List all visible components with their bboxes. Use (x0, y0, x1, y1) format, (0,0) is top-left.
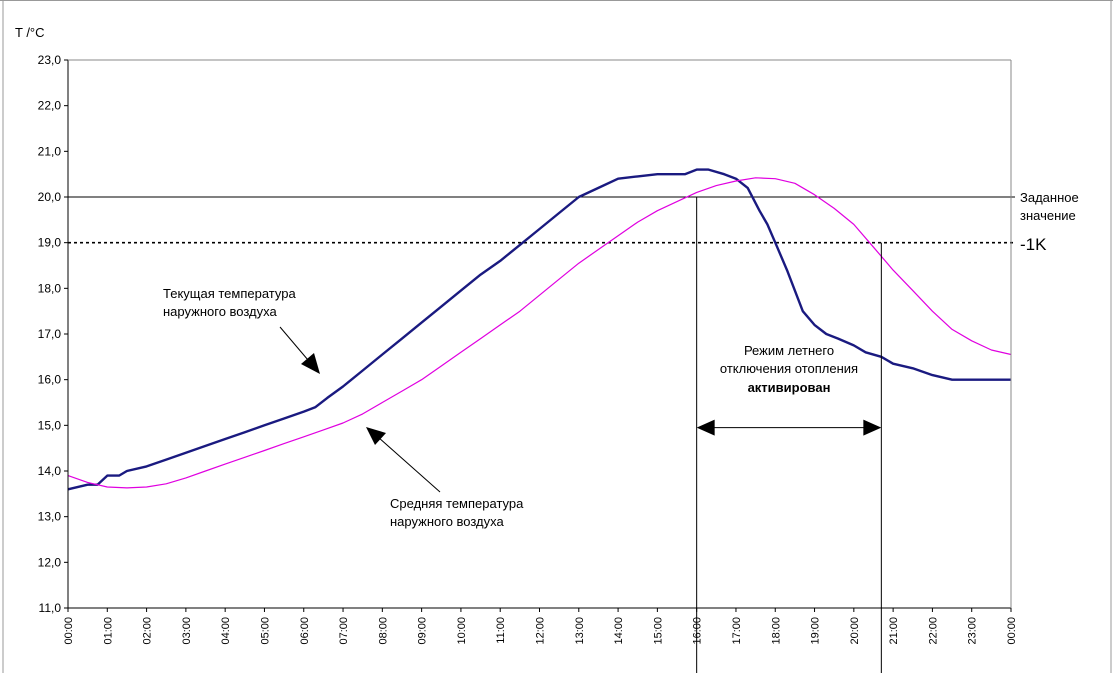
annotation-mode-line-2: отключения отопления (720, 361, 858, 376)
current-temp-pointer-shaft (279, 326, 309, 361)
y-tick-label: 21,0 (38, 144, 62, 158)
y-tick-label: 23,0 (38, 53, 62, 67)
y-tick-label: 16,0 (38, 373, 62, 387)
annotation-current-temp-line-2: наружного воздуха (163, 304, 278, 319)
y-tick-label: 11,0 (39, 601, 62, 615)
x-tick-label: 03:00 (181, 617, 193, 645)
x-tick-label: 07:00 (338, 617, 350, 645)
x-tick-label: 00:00 (63, 617, 75, 645)
series-average-temp-line (67, 177, 1012, 489)
x-tick-label: 11:00 (495, 617, 507, 644)
x-tick-label: 01:00 (102, 617, 114, 645)
x-tick-label: 06:00 (299, 617, 311, 645)
x-tick-label: 02:00 (142, 617, 154, 645)
ref-line-label-minus1k: -1K (1020, 235, 1047, 254)
y-tick-label: 13,0 (38, 510, 62, 524)
mode-range-arrowhead-right (863, 419, 882, 436)
annotation-avg-temp-line-1: Средняя температура (390, 496, 524, 511)
x-tick-label: 17:00 (731, 617, 743, 645)
x-tick-label: 15:00 (652, 617, 664, 645)
ref-line-label-setpoint-2: значение (1020, 208, 1076, 223)
y-tick-label: 19,0 (38, 236, 62, 250)
y-tick-label: 20,0 (38, 190, 62, 204)
annotations-layer (279, 197, 882, 673)
x-tick-label: 05:00 (259, 617, 271, 645)
x-tick-label: 21:00 (888, 617, 900, 645)
annotation-mode-line-1: Режим летнего (744, 343, 834, 358)
x-tick-label: 00:00 (1006, 617, 1018, 645)
annotation-current-temp-line-1: Текущая температура (163, 286, 296, 301)
avg-temp-pointer-head (366, 427, 386, 445)
series-current-temp-line (67, 168, 1011, 491)
reference-lines-layer (68, 196, 1015, 244)
current-temp-pointer-head (301, 353, 320, 374)
grid-layer (68, 607, 1011, 609)
x-tick-label: 22:00 (927, 617, 939, 645)
x-tick-label: 23:00 (967, 617, 979, 645)
y-tick-label: 22,0 (38, 99, 62, 113)
y-tick-label: 12,0 (38, 555, 62, 569)
x-tick-label: 08:00 (377, 617, 389, 645)
annotation-avg-temp-line-2: наружного воздуха (390, 514, 505, 529)
x-tick-label: 09:00 (417, 617, 429, 645)
y-tick-label: 18,0 (38, 281, 62, 295)
x-tick-label: 04:00 (220, 617, 232, 645)
ticks-layer: 11,0 12,0 13,0 14,0 15,0 16,0 17,0 18,0 19,0 20,0… (38, 53, 1018, 645)
series-layer (67, 168, 1012, 491)
x-tick-label: 13:00 (574, 617, 586, 645)
x-tick-label: 20:00 (849, 617, 861, 645)
x-tick-label: 10:00 (456, 617, 468, 645)
x-tick-label: 16:00 (692, 617, 704, 645)
annotation-mode-bold: активирован (748, 380, 831, 395)
x-tick-label: 14:00 (613, 617, 625, 645)
y-tick-label: 14,0 (38, 464, 62, 478)
avg-temp-pointer-shaft (377, 436, 441, 493)
x-tick-label: 19:00 (810, 617, 822, 645)
x-tick-label: 12:00 (535, 617, 547, 645)
x-tick-label: 18:00 (770, 617, 782, 645)
mode-range-arrowhead-left (696, 419, 715, 436)
y-tick-label: 15,0 (38, 418, 62, 432)
y-tick-label: 17,0 (38, 327, 62, 341)
y-axis-title: T /°C (15, 25, 45, 40)
ref-line-label-setpoint-1: Заданное (1020, 190, 1079, 205)
